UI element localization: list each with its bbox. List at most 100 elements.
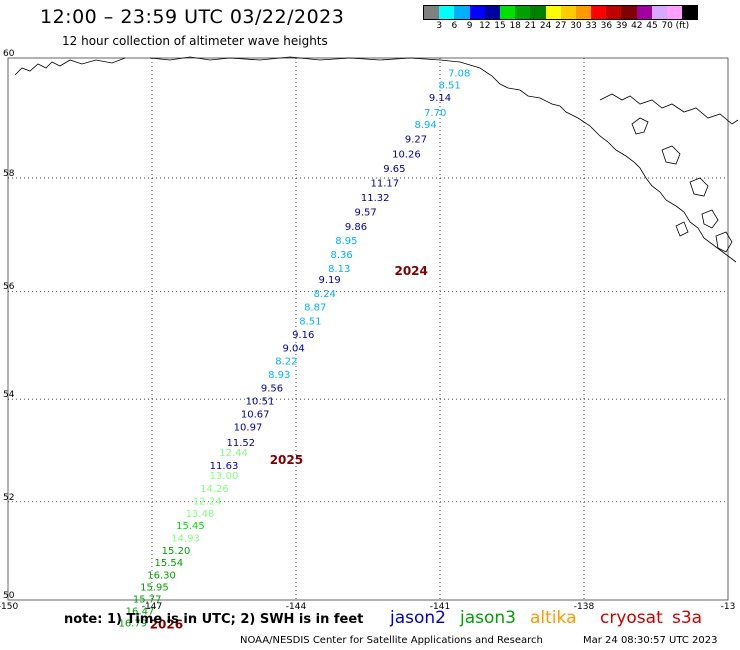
y-tick-label: 60 [3,49,15,59]
colorbar-label: 21 [524,21,537,31]
wave-height-label: 14.93 [171,534,200,545]
colorbar-label: 45 [646,21,658,31]
wave-height-label: 15.54 [154,558,183,569]
wave-height-label: 9.16 [292,330,314,341]
wave-height-label: 11.52 [226,438,255,449]
colorbar-swatch [515,6,531,19]
colorbar-swatch [636,6,652,19]
wave-height-label: 10.51 [246,396,275,407]
x-tick-label: -138 [573,602,595,612]
colorbar-swatch [651,6,667,19]
coastline-island-d [701,209,719,229]
map-title: 12:00 – 23:59 UTC 03/22/2023 [40,6,345,28]
time-label: 2024 [394,264,427,278]
wave-height-label: 8.51 [438,81,460,92]
colorbar-swatch [530,6,546,19]
coastline-island-e [715,231,733,253]
wave-height-label: 13.00 [210,471,239,482]
coastline-alaska-north [14,56,737,263]
wave-height-label: 14.26 [200,484,229,495]
wave-height-label: 10.26 [392,149,421,160]
wave-height-colorbar: 3 6 9 12 15 18 21 24 27 30 33 36 39 42 45 70 (ft) [423,5,699,34]
colorbar-label: 33 [585,21,597,31]
colorbar-swatch [545,6,561,19]
colorbar-swatch [560,6,576,19]
wave-height-label: 15.77 [133,594,162,605]
colorbar-swatch [484,6,500,19]
coastline [14,56,739,263]
wave-height-label: 9.65 [383,164,405,175]
wave-height-label: 8.13 [328,264,350,275]
footer-credit: NOAA/NESDIS Center for Satellite Applica… [240,635,543,646]
y-tick-label: 58 [3,168,15,179]
colorbar-swatch [682,6,698,19]
wave-height-label: 9.19 [318,275,340,286]
y-tick-label: 52 [3,492,15,503]
wave-height-label: 9.27 [405,135,427,146]
y-tick-label: 54 [3,390,15,401]
colorbar-label: (ft) [675,21,690,31]
time-label: 2026 [150,618,183,632]
wave-height-label: 12.44 [219,448,248,459]
colorbar-label: 42 [631,21,643,31]
wave-height-label: 9.86 [345,222,367,233]
colorbar-label: 27 [555,21,567,31]
footer-timestamp: Mar 24 08:30:57 UTC 2023 [583,635,718,646]
satellite-legend-jason3: jason3 [460,608,516,628]
wave-height-label: 8.93 [268,370,290,381]
satellite-legend-s3a: s3a [672,608,703,628]
wave-height-label: 11.63 [210,461,239,472]
colorbar-labels: 3 6 9 12 15 18 21 24 27 30 33 36 39 42 45 70 (ft) [423,20,698,34]
wave-height-label: 11.17 [370,179,399,190]
wave-height-label: 10.67 [241,409,270,420]
colorbar-swatch [667,6,683,19]
wave-height-label: 9.14 [429,93,451,104]
x-tick-label: -144 [285,602,307,612]
x-tick-label: -141 [429,602,451,612]
wave-height-label: 8.24 [314,289,336,300]
wave-height-label: 8.87 [304,303,326,314]
wave-height-label: 8.36 [330,250,352,261]
wave-height-label: 15.45 [176,521,205,532]
wave-height-label: 13.48 [186,509,215,520]
colorbar-label: 15 [494,21,506,31]
colorbar-swatch [575,6,592,19]
wave-height-label: 16.30 [147,570,176,581]
satellite-legend-jason2: jason2 [390,608,446,628]
colorbar-label: 6 [451,21,458,31]
wave-height-label: 16.79 [118,618,147,629]
wave-height-label: 10.97 [234,422,263,433]
colorbar-label: 30 [570,21,582,31]
wave-height-label: 15.20 [162,546,191,557]
footer-note: note: 1) Time is in UTC; 2) SWH is in fe… [64,612,364,627]
coastline-fjords [599,93,739,125]
colorbar-swatch [424,6,440,19]
wave-height-label: 8.94 [414,120,436,131]
altimeter-track: 7.088.519.147.708.949.2710.269.6511.1711… [118,68,470,629]
x-tick-label: -147 [141,602,163,612]
colorbar-label: 3 [436,21,443,31]
coastline-island-b [661,145,681,165]
colorbar-label: 70 [661,21,673,31]
wave-height-label: 8.95 [335,236,357,247]
wave-height-label: 8.22 [275,357,297,368]
wave-height-label: 11.32 [361,193,390,204]
y-tick-label: 50 [3,591,15,601]
colorbar-swatch [606,6,622,19]
colorbar-label: 24 [539,21,552,31]
colorbar-label: 36 [600,21,613,31]
wave-height-label: 9.56 [261,383,283,394]
colorbar-label: 18 [509,21,521,31]
y-tick-label: 56 [3,282,15,293]
colorbar-label: 9 [466,21,473,31]
colorbar-label: 39 [615,21,628,31]
map-subtitle: 12 hour collection of altimeter wave hei… [62,34,328,48]
colorbar-swatch [454,6,470,19]
map-frame [7,57,729,601]
wave-height-label: 8.51 [299,316,321,327]
colorbar-swatch [499,6,516,19]
wave-height-label: 7.70 [424,108,446,119]
wave-height-label: 15.95 [140,582,169,593]
colorbar-swatches [423,5,699,20]
